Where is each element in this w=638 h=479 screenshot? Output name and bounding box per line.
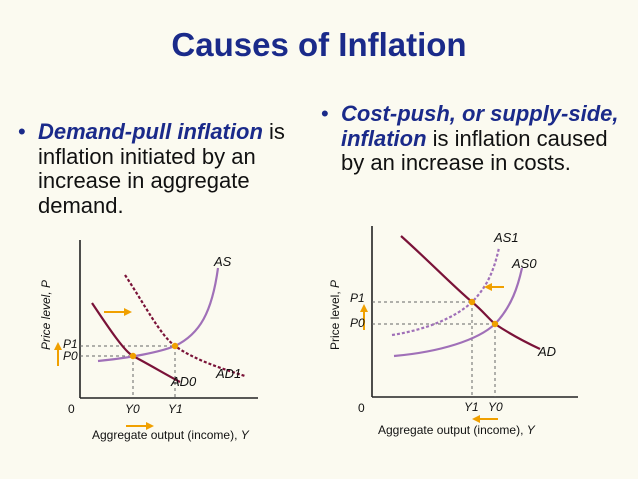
- origin-label: 0: [68, 402, 75, 416]
- as1-label: AS1: [493, 230, 519, 245]
- demand-pull-diagram: Price level, P P1 P0 0 Y0 Y1 AS AD0 AD1 …: [39, 240, 258, 442]
- cost-push-diagram: Price level, P P1 P0 0 Y1 Y0 AS1 AS0 AD …: [328, 226, 578, 437]
- p1-label: P1: [63, 337, 78, 351]
- bullet-dot: •: [18, 119, 26, 144]
- ad1-label: AD1: [215, 366, 241, 381]
- new-equilibrium-point: [468, 298, 476, 306]
- ad-label: AD: [537, 344, 556, 359]
- x-axis-label: Aggregate output (income), Y: [378, 423, 536, 437]
- y1-label: Y1: [464, 400, 479, 414]
- y-axis-label: Price level, P: [328, 280, 342, 350]
- y-axis-label: Price level, P: [39, 280, 53, 350]
- or-connector: or: [462, 101, 485, 126]
- as1-curve: [391, 247, 501, 337]
- demand-pull-bullet: • Demand-pull inflation is inflation ini…: [18, 119, 318, 218]
- x-axis-label: Aggregate output (income), Y: [92, 428, 250, 442]
- p0-label: P0: [350, 316, 365, 330]
- new-equilibrium-point: [171, 342, 179, 350]
- initial-equilibrium-point: [491, 320, 499, 328]
- y0-label: Y0: [125, 402, 140, 416]
- cost-push-term: Cost-push,: [341, 101, 456, 126]
- bullet-dot: •: [321, 101, 329, 126]
- p1-label: P1: [350, 291, 365, 305]
- y1-label: Y1: [168, 402, 183, 416]
- cost-push-bullet: • Cost-push, or supply-side, inflation i…: [321, 101, 631, 176]
- ad0-label: AD0: [170, 374, 197, 389]
- y0-label: Y0: [488, 400, 503, 414]
- as-curve: [97, 267, 220, 363]
- as0-label: AS0: [511, 256, 537, 271]
- demand-pull-definition: is inflation initiated by an increase in…: [38, 119, 285, 218]
- initial-equilibrium-point: [129, 352, 137, 360]
- origin-label: 0: [358, 401, 365, 415]
- ad0-curve: [91, 302, 181, 383]
- as-label: AS: [213, 254, 232, 269]
- slide-title: Causes of Inflation: [171, 26, 467, 63]
- cost-push-definition: is inflation caused by an increase in co…: [341, 125, 608, 175]
- ad-curve: [400, 235, 541, 350]
- demand-pull-term: Demand-pull inflation: [38, 119, 263, 144]
- p0-label: P0: [63, 349, 78, 363]
- supply-side-term: supply-side, inflation: [341, 101, 619, 151]
